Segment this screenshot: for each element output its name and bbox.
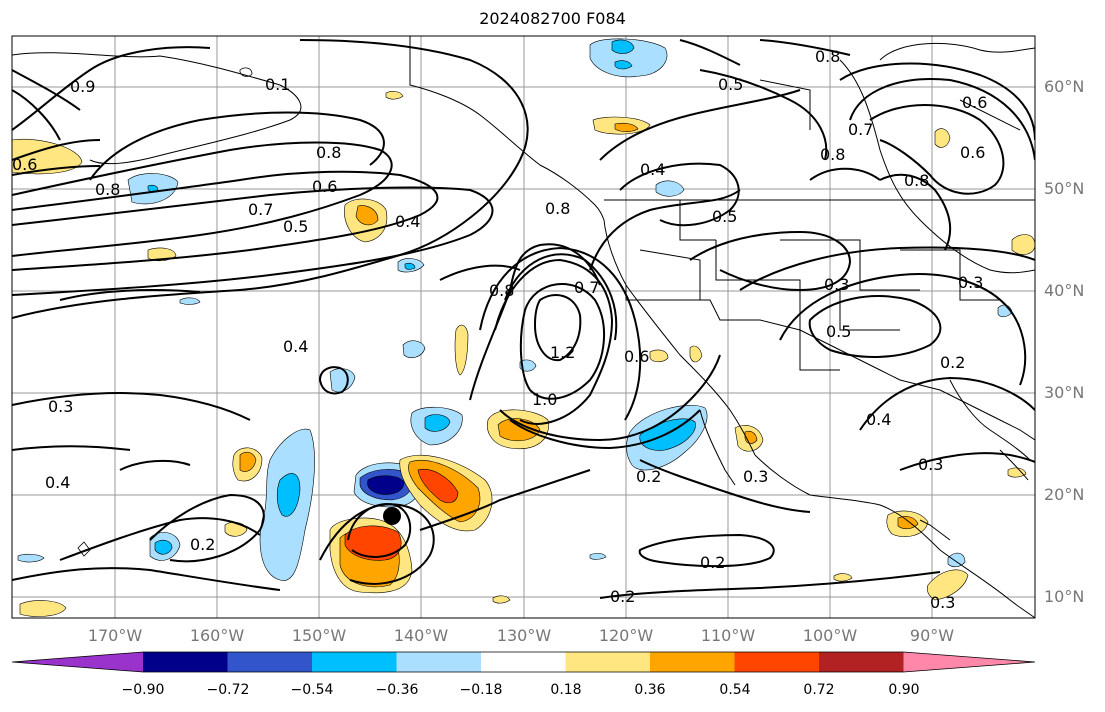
- lon-label: 120°W: [598, 626, 654, 645]
- contour-label: 0.3: [930, 593, 955, 612]
- contour-label: 0.8: [95, 180, 120, 199]
- contour-label: 0.5: [283, 217, 308, 236]
- lon-label: 100°W: [802, 626, 858, 645]
- colorbar-tick-label: 0.72: [803, 682, 835, 698]
- lat-label: 10°N: [1044, 587, 1085, 606]
- contour-label: 0.4: [866, 410, 891, 429]
- contour-label: 0.5: [712, 207, 737, 226]
- contour-label-group: 0.8 0.5 0.6 0.7 0.6 0.8 0.8 0.9 0.8 0.7 …: [12, 47, 987, 612]
- colorbar-segment: [481, 652, 567, 672]
- colorbar-segment: [734, 652, 820, 672]
- lon-label: 110°W: [700, 626, 756, 645]
- contour-label: 0.8: [815, 47, 840, 66]
- colorbar-segment: [565, 652, 651, 672]
- contour-label: 0.8: [820, 145, 845, 164]
- colorbar-segment: [819, 652, 905, 672]
- contour-label: 0.1: [265, 75, 290, 94]
- colorbar-segment: [143, 652, 229, 672]
- lon-label: 170°W: [87, 626, 143, 645]
- contour-label: 0.8: [904, 171, 929, 190]
- colorbar-tick-label: 0.90: [888, 682, 920, 698]
- lat-label: 50°N: [1044, 179, 1085, 198]
- contour-label: 1.2: [550, 343, 575, 362]
- lon-label: 150°W: [291, 626, 347, 645]
- lat-label: 30°N: [1044, 383, 1085, 402]
- contour-label: 0.6: [960, 143, 985, 162]
- colorbar: [11, 651, 1036, 673]
- lon-label: 160°W: [189, 626, 245, 645]
- colorbar-tick-label: −0.36: [375, 682, 419, 698]
- colorbar-segment: [227, 652, 313, 672]
- lat-label: 60°N: [1044, 77, 1085, 96]
- contour-label: 0.4: [45, 473, 70, 492]
- map-frame: [11, 35, 1036, 619]
- contour-label: 0.2: [940, 353, 965, 372]
- contour-label: 0.3: [958, 273, 983, 292]
- low-center-marker: [383, 507, 401, 525]
- colorbar-extend-max: [903, 652, 1035, 672]
- contour-label: 0.8: [489, 281, 514, 300]
- contour-label: 0.5: [826, 322, 851, 341]
- contour-label: 0.9: [70, 77, 95, 96]
- contour-label: 0.3: [918, 455, 943, 474]
- colorbar-tick-label: −0.18: [459, 682, 503, 698]
- contour-label: 0.4: [283, 337, 308, 356]
- colorbar-segment: [312, 652, 398, 672]
- contour-label: 0.3: [743, 467, 768, 486]
- contour-label: 1.0: [532, 390, 557, 409]
- lon-label: 90°W: [909, 626, 955, 645]
- thin-contours: [77, 67, 253, 557]
- contour-label: 0.7: [574, 278, 599, 297]
- contour-label: 0.4: [395, 212, 420, 231]
- contour-label: 0.2: [610, 587, 635, 606]
- colorbar-outline: [11, 651, 1036, 673]
- contour-label: 0.4: [640, 160, 665, 179]
- contour-label: 0.7: [848, 120, 873, 139]
- coastlines: [12, 36, 1035, 618]
- contour-label: 0.6: [312, 177, 337, 196]
- contour-label: 0.7: [248, 200, 273, 219]
- contour-label: 0.8: [545, 199, 570, 218]
- colorbar-extend-min: [12, 652, 143, 672]
- contour-label: 0.8: [316, 143, 341, 162]
- colorbar-tick-label: 0.36: [634, 682, 666, 698]
- graticule: [12, 36, 1035, 618]
- contour-label: 0.2: [700, 553, 725, 572]
- colorbar-tick-label: −0.90: [121, 682, 165, 698]
- lon-label: 130°W: [496, 626, 552, 645]
- colorbar-tick-label: 0.18: [550, 682, 582, 698]
- colorbar-tick-label: 0.54: [719, 682, 751, 698]
- contour-label: 0.6: [624, 347, 649, 366]
- contour-label: 0.6: [12, 155, 37, 174]
- contour-label: 0.5: [718, 75, 743, 94]
- colorbar-tick-label: −0.72: [206, 682, 250, 698]
- lat-label: 20°N: [1044, 485, 1085, 504]
- colorbar-segment: [396, 652, 482, 672]
- lon-label: 140°W: [393, 626, 449, 645]
- colorbar-tick-label: −0.54: [290, 682, 334, 698]
- contour-label: 0.2: [636, 467, 661, 486]
- contour-label: 0.3: [824, 275, 849, 294]
- contour-label: 0.3: [48, 397, 73, 416]
- contour-lines: [12, 39, 1035, 599]
- colorbar-segment: [650, 652, 736, 672]
- map-title: 2024082700 F084: [479, 9, 626, 28]
- contour-label: 0.6: [962, 93, 987, 112]
- contour-label: 0.2: [190, 535, 215, 554]
- lat-label: 40°N: [1044, 281, 1085, 300]
